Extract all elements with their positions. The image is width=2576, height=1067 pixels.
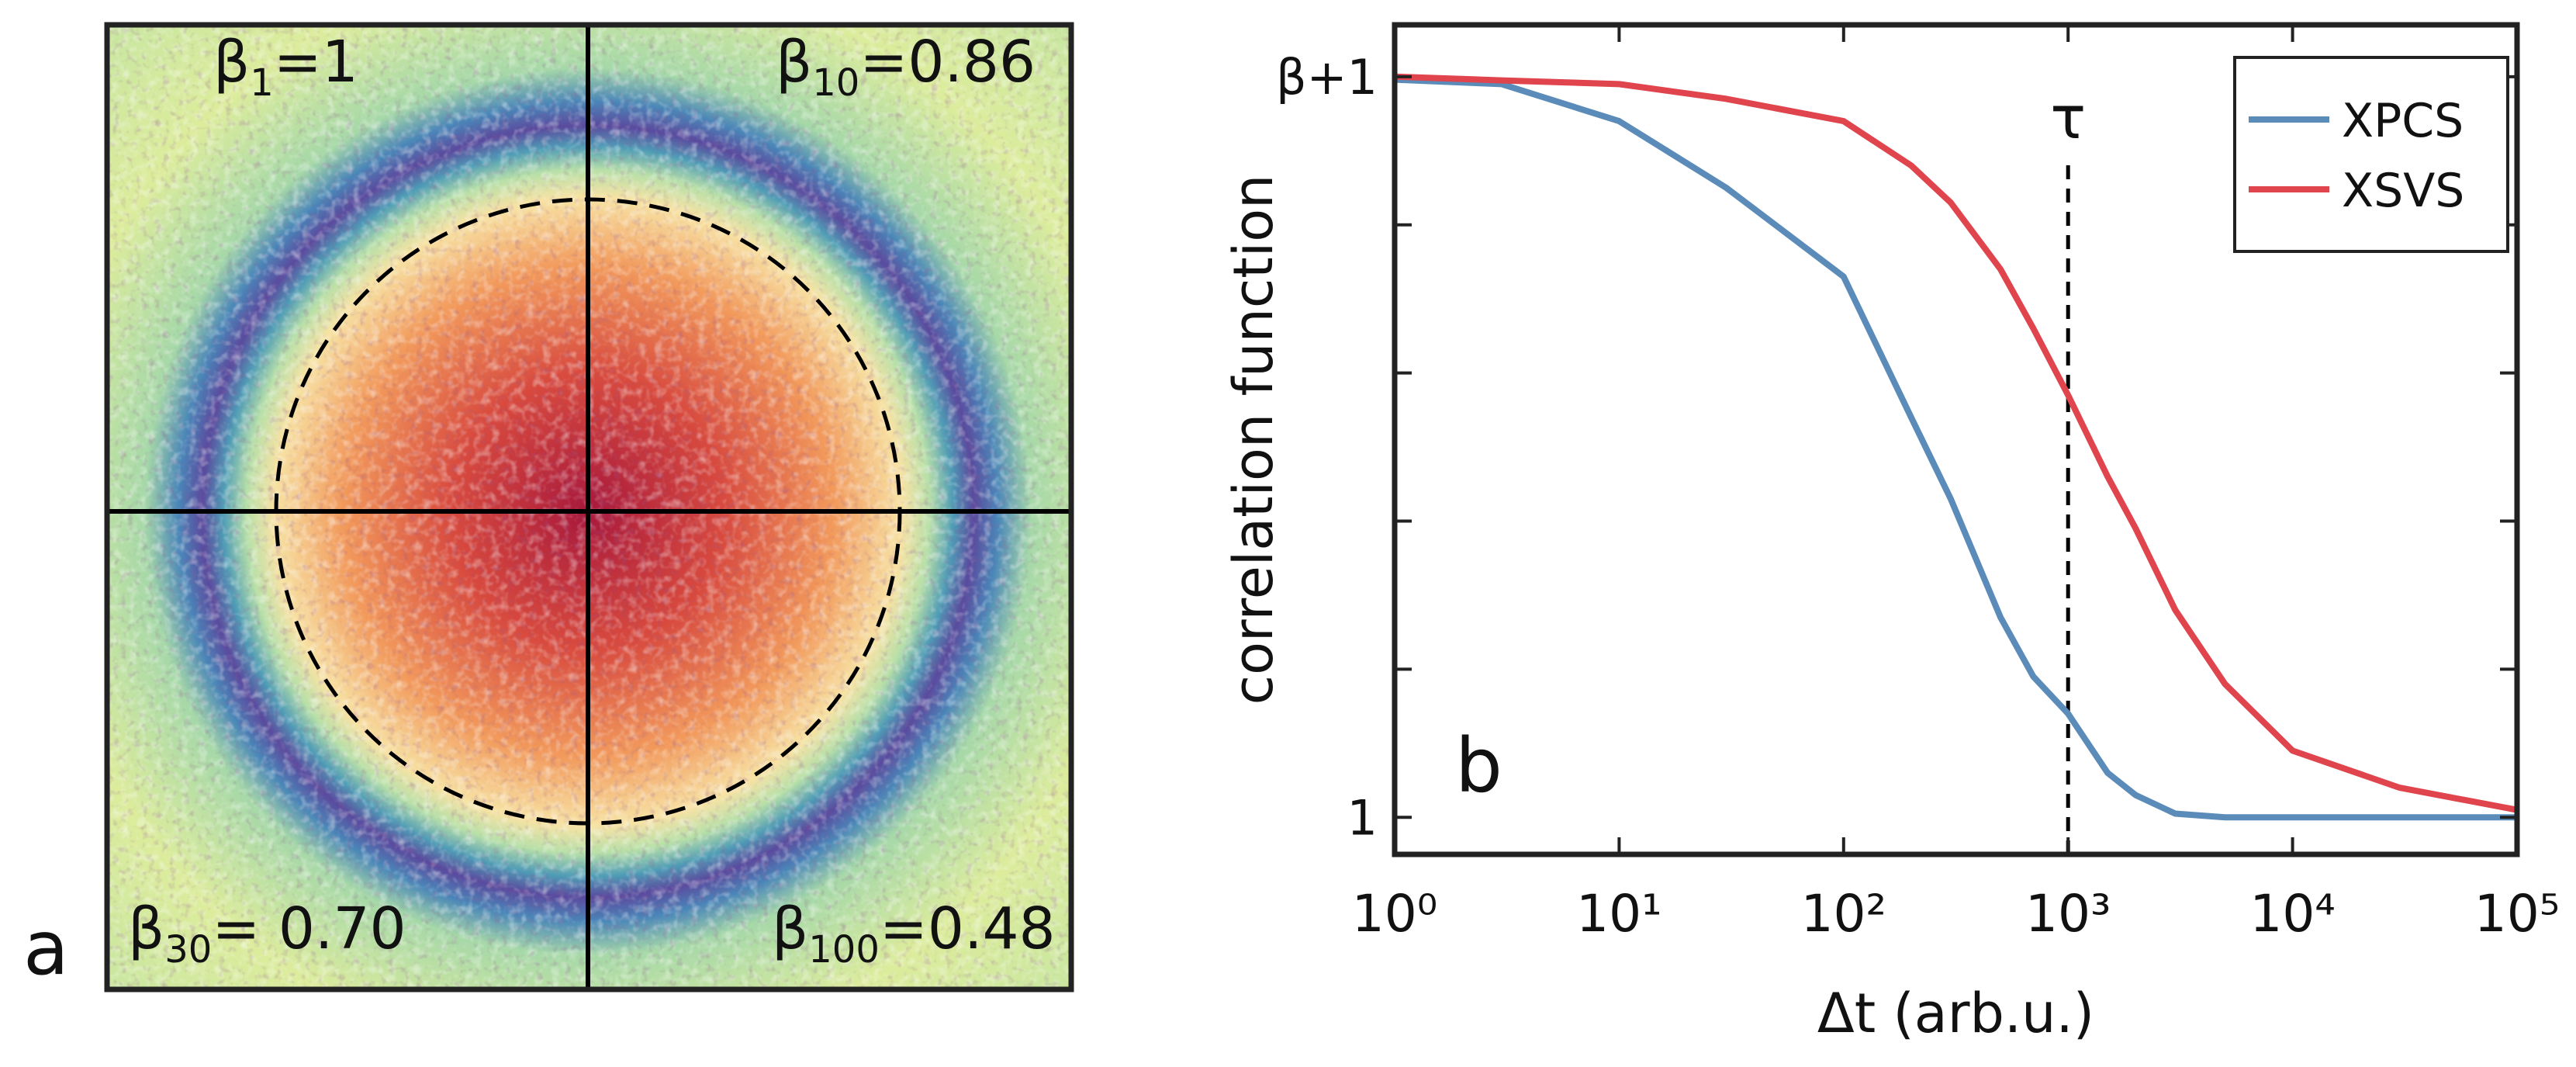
quadrant-label: β1=1 [213,29,358,105]
speckle-image [104,22,1074,993]
x-tick-label: 10⁵ [2474,884,2560,944]
beta-subscript: 10 [812,61,859,105]
image-frame [104,22,1074,993]
quadrant-label: β100=0.48 [772,896,1056,972]
legend-label: XPCS [2342,94,2464,148]
plot-frame [1392,22,2520,857]
legend-box [2233,56,2509,253]
beta-value: =1 [274,29,358,95]
y-tick-label: β+1 [1276,49,1378,106]
legend: XPCS XSVS [2233,56,2509,253]
beta-subscript: 30 [164,928,212,972]
x-tick-label: 10⁰ [1352,884,1437,944]
chart-b: τ 10⁰ 10¹ 10² 10³ 10⁴ 10⁵ 1 β+1 Δt (arb.u.) correl… [1222,22,2560,1045]
series-line [1394,73,2518,813]
series-line [1394,76,2517,821]
beta-value: =0.86 [859,29,1036,95]
beta-symbol: β [772,896,808,962]
legend-label: XSVS [2342,164,2464,218]
x-tick-label: 10⁴ [2249,884,2335,944]
tau-label: τ [2050,83,2086,152]
beta-subscript: 100 [808,928,880,972]
x-tick-label: 10¹ [1576,884,1661,944]
x-tick-label: 10³ [2025,884,2111,944]
quadrant-label: β10=0.86 [776,29,1036,105]
quadrant-label: β30= 0.70 [128,896,406,972]
beta-subscript: 1 [250,61,274,105]
panel-letter: b [1455,722,1502,809]
x-tick-label: 10² [1801,884,1886,944]
beta-value: =0.48 [880,896,1056,962]
x-axis-label: Δt (arb.u.) [1817,982,2094,1045]
y-axis-label: correlation function [1222,175,1285,705]
y-tick-label: 1 [1347,789,1378,846]
panel-letter: a [23,905,69,992]
beta-symbol: β [776,29,812,95]
beta-symbol: β [213,29,250,95]
beta-symbol: β [128,896,164,962]
beta-value: = 0.70 [212,896,406,962]
